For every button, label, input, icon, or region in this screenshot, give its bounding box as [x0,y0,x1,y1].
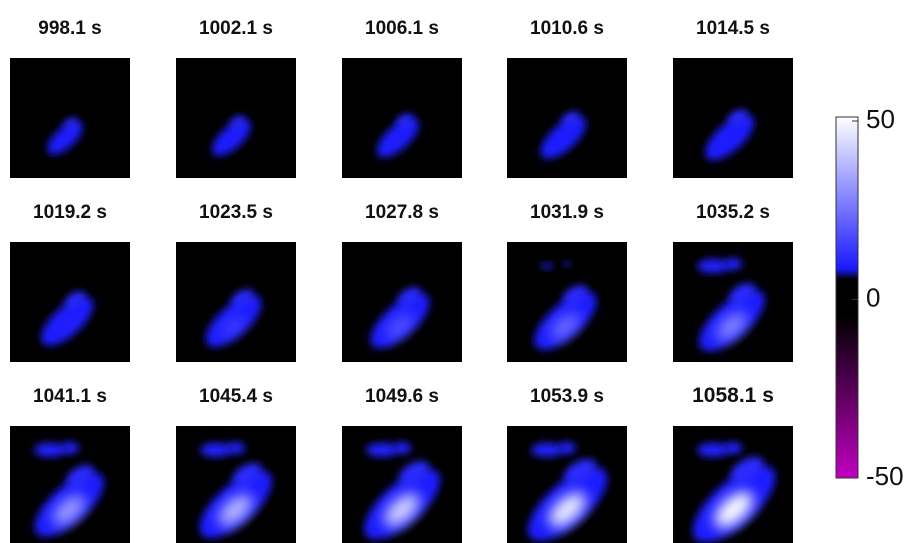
panel [673,242,793,362]
top-blob [697,443,729,457]
top-blob [34,443,66,457]
figure: 998.1 s 1002.1 s 1006.1 s 1010.6 s 1014.5 s 1… [0,0,919,543]
panel [176,242,296,362]
panel-title: 1023.5 s [199,202,273,223]
colorbar-gradient [836,117,858,478]
panel [342,426,462,543]
panel-title: 1058.1 s [692,384,774,407]
panel-background [10,58,130,178]
panel-title: 1031.9 s [530,202,604,223]
top-blob [564,262,571,267]
top-blob [541,263,553,269]
top-blob [393,442,411,454]
panel [10,426,130,543]
colorbar-tick-label: 0 [866,282,880,312]
top-blob [724,258,742,270]
top-blob [531,443,563,457]
top-blob [227,442,245,454]
panel [342,242,462,362]
panel-title: 1041.1 s [33,386,107,407]
panel-title: 1019.2 s [33,202,107,223]
colorbar-tick-label: 50 [866,104,895,134]
panel [673,426,793,543]
panel [507,58,627,178]
panel-title: 1010.6 s [530,18,604,39]
panel [10,58,130,178]
panel [176,426,296,543]
top-blob [61,442,79,454]
panel-grid: 998.1 s 1002.1 s 1006.1 s 1010.6 s 1014.5 s 1… [10,18,793,543]
panel-title: 1002.1 s [199,18,273,39]
panel-title: 1006.1 s [365,18,439,39]
top-blob [697,259,729,273]
panel-title: 1049.6 s [365,386,439,407]
panel-title: 1027.8 s [365,202,439,223]
panel-title: 1014.5 s [696,18,770,39]
top-blob [200,443,232,457]
panel-title: 1053.9 s [530,386,604,407]
top-blob [366,443,398,457]
colorbar-tick-label: -50 [866,461,904,491]
colorbar: 50 0 -50 [836,104,904,491]
panel [176,58,296,178]
panel [673,58,793,178]
panel [507,426,627,543]
panel [342,58,462,178]
panel-title: 1035.2 s [696,202,770,223]
panel-title: 998.1 s [38,18,101,39]
panel-title: 1045.4 s [199,386,273,407]
panel [507,242,627,362]
panel [10,242,130,362]
top-blob [724,442,742,454]
top-blob [558,442,576,454]
